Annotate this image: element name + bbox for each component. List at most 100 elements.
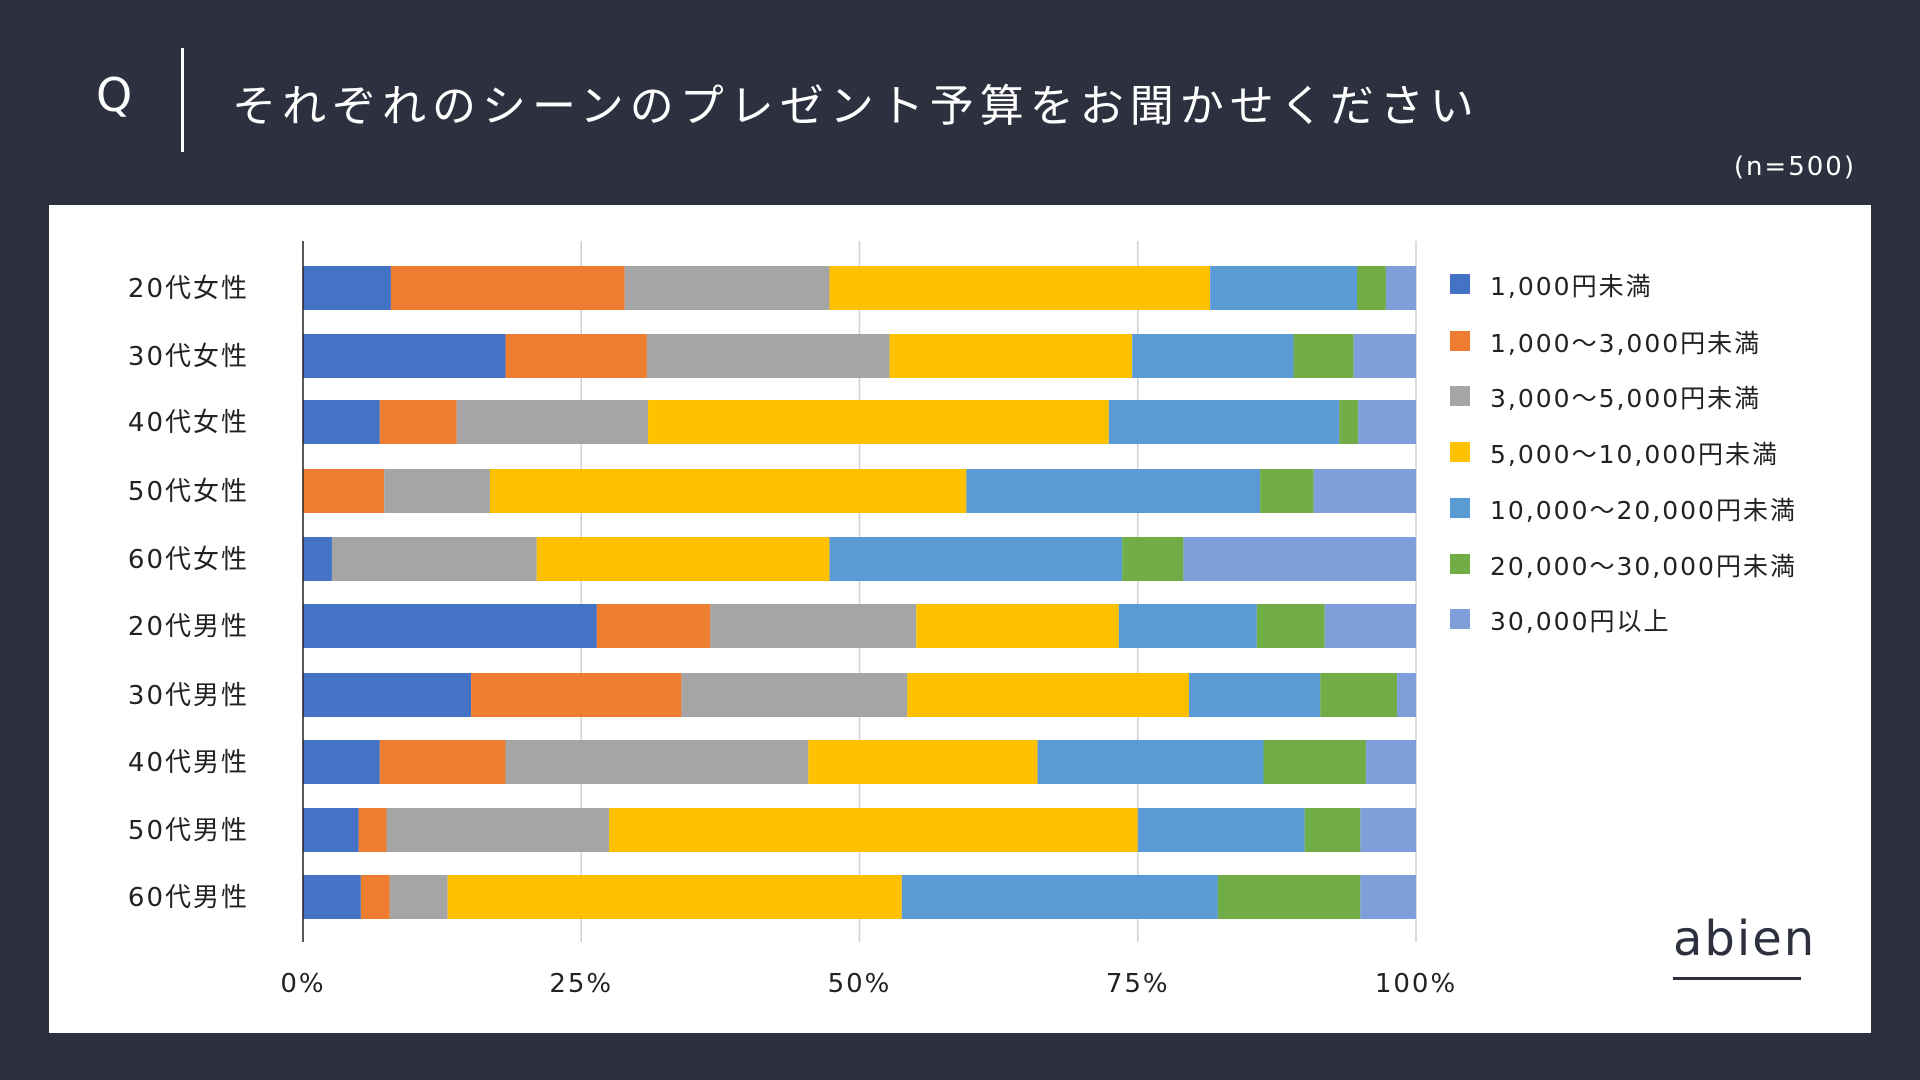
bar-segment (1360, 875, 1416, 919)
bar-segment (1122, 537, 1184, 581)
y-category-label: 20代女性 (128, 274, 249, 304)
y-category-label: 40代男性 (128, 748, 249, 778)
bar-segment (303, 740, 380, 784)
logo-text: abien (1673, 911, 1817, 967)
question-marker: Q (96, 68, 135, 122)
legend-label: 20,000〜30,000円未満 (1490, 552, 1797, 581)
bar-segment (596, 604, 711, 648)
bar-segment (471, 673, 682, 717)
bar-segment (1108, 400, 1340, 444)
bar-segment (907, 673, 1189, 717)
bar-segment (1188, 673, 1321, 717)
bar-segment (1365, 740, 1416, 784)
bar-segment (648, 400, 1109, 444)
bar-segment (710, 604, 917, 648)
bar-segment (1210, 266, 1358, 310)
legend-label: 30,000円以上 (1490, 607, 1671, 636)
bar-segment (384, 469, 490, 513)
bar-segment (1263, 740, 1366, 784)
bar-segment (303, 266, 391, 310)
bar-segment (505, 334, 647, 378)
bar-segment (1320, 673, 1398, 717)
bar-segment (1132, 334, 1294, 378)
bar-segment (1217, 875, 1361, 919)
bar-segment (331, 537, 537, 581)
bar-segment (1118, 604, 1257, 648)
bar-segment (1256, 604, 1325, 648)
bar-segment (609, 808, 1138, 852)
bar-segment (358, 808, 387, 852)
bar-segment (303, 604, 597, 648)
bar-segment (1037, 740, 1264, 784)
y-category-label: 30代女性 (128, 342, 249, 372)
bar-segment (386, 808, 610, 852)
y-category-label: 60代女性 (128, 545, 249, 575)
chart-panel: 0% 25% 50% 75% 100% 20代女性 30代女性 40代女性 50代女性 60代女性… (49, 205, 1871, 1033)
bar-segment (1397, 673, 1416, 717)
bar-segment (536, 537, 830, 581)
bar-segment (1358, 400, 1416, 444)
legend-label: 5,000〜10,000円未満 (1490, 440, 1780, 469)
bar-segment (447, 875, 902, 919)
bar-segment (966, 469, 1261, 513)
bar-segment (379, 740, 506, 784)
bar-segment (303, 537, 332, 581)
legend-swatch (1450, 331, 1470, 351)
bar-segment (1313, 469, 1416, 513)
bar-segment (303, 400, 380, 444)
x-tick-label: 75% (1106, 969, 1170, 999)
bar-segment (379, 400, 457, 444)
bar-segment (829, 266, 1211, 310)
bar-segment (1183, 537, 1416, 581)
bar-segment (1260, 469, 1314, 513)
legend-swatch (1450, 609, 1470, 629)
y-category-label: 60代男性 (128, 883, 249, 913)
stacked-bar-chart: 0% 25% 50% 75% 100% 20代女性 30代女性 40代女性 50代女性 60代女性… (128, 241, 1457, 999)
x-tick-label: 100% (1375, 969, 1457, 999)
legend-swatch (1450, 554, 1470, 574)
y-category-label: 30代男性 (128, 681, 249, 711)
x-tick-label: 0% (280, 969, 325, 999)
bar-segment (1357, 266, 1386, 310)
bar-segment (1304, 808, 1361, 852)
logo-underline (1673, 977, 1801, 980)
bar-segment (1137, 808, 1305, 852)
bar-segment (808, 740, 1038, 784)
bar-segment (646, 334, 890, 378)
legend-swatch (1450, 498, 1470, 518)
bar-segment (390, 266, 625, 310)
bar-segment (681, 673, 908, 717)
sample-size: (n=500) (1733, 152, 1856, 182)
bar-segment (1360, 808, 1416, 852)
bar-segment (360, 875, 390, 919)
brand-logo: abien (1673, 911, 1817, 980)
bar-segment (303, 469, 385, 513)
bar-segment (1385, 266, 1416, 310)
bar-segment (1324, 604, 1416, 648)
bar-segment (829, 537, 1123, 581)
y-category-label: 50代女性 (128, 477, 249, 507)
bar-segment (389, 875, 448, 919)
header-divider (181, 48, 184, 152)
bar-segment (916, 604, 1119, 648)
legend-label: 1,000円未満 (1490, 272, 1653, 301)
x-tick-label: 50% (828, 969, 892, 999)
bar-segment (889, 334, 1133, 378)
legend-swatch (1450, 442, 1470, 462)
y-category-label: 20代男性 (128, 612, 249, 642)
x-tick-label: 25% (549, 969, 613, 999)
y-category-label: 50代男性 (128, 816, 249, 846)
bar-segment (303, 875, 361, 919)
legend-label: 3,000〜5,000円未満 (1490, 384, 1762, 413)
legend-swatch (1450, 386, 1470, 406)
bar-segment (456, 400, 649, 444)
page-title: それぞれのシーンのプレゼント予算をお聞かせください (232, 81, 1480, 132)
legend-swatch (1450, 274, 1470, 294)
bar-segment (303, 334, 506, 378)
bar-segment (1353, 334, 1416, 378)
bar-segment (1339, 400, 1359, 444)
y-category-label: 40代女性 (128, 408, 249, 438)
legend-label: 1,000〜3,000円未満 (1490, 329, 1762, 358)
bar-segment (489, 469, 967, 513)
